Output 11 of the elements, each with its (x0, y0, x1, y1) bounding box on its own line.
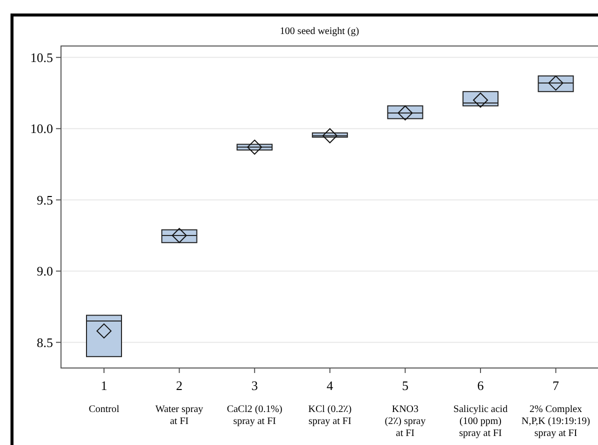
x-tick-label: 6 Salicylic acid (100 ppm) spray at FI (453, 378, 508, 439)
x-tick-label: 7 2% Complex N,P,K (19:19:19) spray at FI (521, 378, 590, 439)
y-tick-label: 10.0 (30, 121, 53, 136)
x-tick-label: 2 Water spray at FI (155, 378, 204, 427)
y-tick-label: 9.0 (36, 264, 53, 279)
y-tick-label: 8.5 (36, 334, 53, 350)
y-tick-label: 10.5 (30, 50, 53, 65)
chart-title: 100 seed weight (g) (280, 26, 360, 37)
y-tick-label: 9.5 (36, 192, 53, 208)
x-tick-label: 3 CaCl2 (0.1%) spray at FI (226, 378, 282, 427)
x-tick-label: 1 Control (88, 378, 120, 415)
